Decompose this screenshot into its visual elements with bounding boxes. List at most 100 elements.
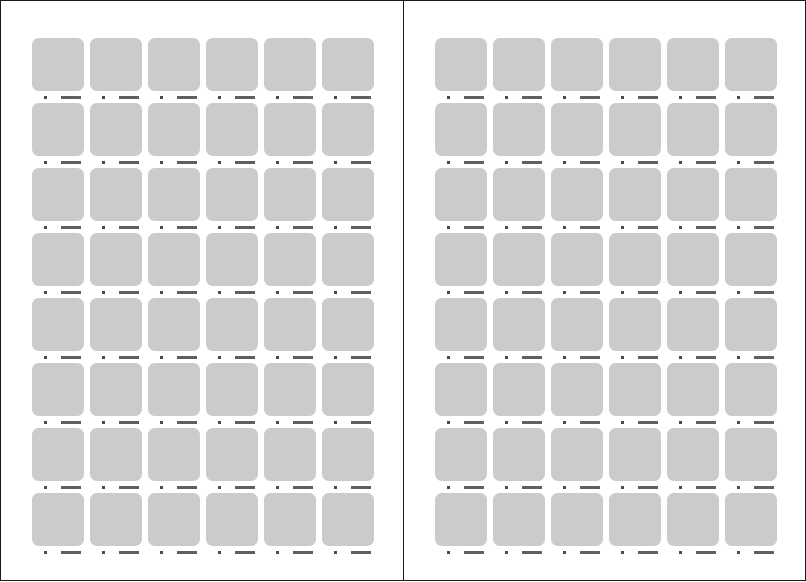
thumbnail-placeholder[interactable] (667, 493, 719, 546)
thumbnail-placeholder[interactable] (206, 298, 258, 351)
thumbnail-cell[interactable] (435, 298, 487, 363)
thumbnail-placeholder[interactable] (90, 38, 142, 91)
thumbnail-cell[interactable] (493, 233, 545, 298)
thumbnail-placeholder[interactable] (148, 168, 200, 221)
thumbnail-placeholder[interactable] (493, 493, 545, 546)
thumbnail-cell[interactable] (148, 38, 200, 103)
thumbnail-cell[interactable] (725, 168, 777, 233)
thumbnail-cell[interactable] (667, 38, 719, 103)
thumbnail-placeholder[interactable] (206, 363, 258, 416)
thumbnail-placeholder[interactable] (322, 233, 374, 286)
thumbnail-placeholder[interactable] (493, 168, 545, 221)
thumbnail-placeholder[interactable] (90, 493, 142, 546)
thumbnail-placeholder[interactable] (609, 103, 661, 156)
thumbnail-placeholder[interactable] (322, 168, 374, 221)
thumbnail-cell[interactable] (725, 298, 777, 363)
thumbnail-cell[interactable] (32, 363, 84, 428)
thumbnail-placeholder[interactable] (206, 103, 258, 156)
thumbnail-cell[interactable] (148, 168, 200, 233)
thumbnail-placeholder[interactable] (725, 428, 777, 481)
thumbnail-cell[interactable] (435, 233, 487, 298)
thumbnail-cell[interactable] (148, 493, 200, 558)
thumbnail-placeholder[interactable] (32, 38, 84, 91)
thumbnail-placeholder[interactable] (493, 103, 545, 156)
thumbnail-placeholder[interactable] (551, 103, 603, 156)
thumbnail-placeholder[interactable] (264, 233, 316, 286)
thumbnail-placeholder[interactable] (667, 428, 719, 481)
thumbnail-placeholder[interactable] (551, 233, 603, 286)
thumbnail-cell[interactable] (551, 363, 603, 428)
thumbnail-cell[interactable] (322, 103, 374, 168)
thumbnail-placeholder[interactable] (322, 363, 374, 416)
thumbnail-placeholder[interactable] (609, 493, 661, 546)
thumbnail-placeholder[interactable] (667, 298, 719, 351)
thumbnail-cell[interactable] (609, 493, 661, 558)
thumbnail-cell[interactable] (551, 103, 603, 168)
thumbnail-placeholder[interactable] (725, 168, 777, 221)
thumbnail-cell[interactable] (90, 428, 142, 493)
thumbnail-cell[interactable] (667, 363, 719, 428)
thumbnail-placeholder[interactable] (667, 233, 719, 286)
thumbnail-placeholder[interactable] (206, 493, 258, 546)
thumbnail-cell[interactable] (90, 103, 142, 168)
thumbnail-placeholder[interactable] (322, 428, 374, 481)
thumbnail-placeholder[interactable] (148, 428, 200, 481)
thumbnail-cell[interactable] (667, 298, 719, 363)
thumbnail-placeholder[interactable] (32, 363, 84, 416)
thumbnail-placeholder[interactable] (609, 298, 661, 351)
thumbnail-placeholder[interactable] (493, 38, 545, 91)
thumbnail-placeholder[interactable] (264, 103, 316, 156)
thumbnail-placeholder[interactable] (264, 428, 316, 481)
thumbnail-placeholder[interactable] (90, 298, 142, 351)
thumbnail-cell[interactable] (609, 38, 661, 103)
thumbnail-cell[interactable] (551, 38, 603, 103)
thumbnail-cell[interactable] (322, 298, 374, 363)
thumbnail-cell[interactable] (435, 168, 487, 233)
thumbnail-cell[interactable] (32, 493, 84, 558)
thumbnail-cell[interactable] (206, 428, 258, 493)
thumbnail-cell[interactable] (667, 168, 719, 233)
thumbnail-cell[interactable] (493, 103, 545, 168)
thumbnail-placeholder[interactable] (435, 428, 487, 481)
thumbnail-cell[interactable] (667, 493, 719, 558)
thumbnail-placeholder[interactable] (551, 168, 603, 221)
thumbnail-placeholder[interactable] (725, 103, 777, 156)
thumbnail-placeholder[interactable] (148, 298, 200, 351)
thumbnail-placeholder[interactable] (725, 233, 777, 286)
thumbnail-placeholder[interactable] (725, 363, 777, 416)
thumbnail-placeholder[interactable] (32, 298, 84, 351)
thumbnail-placeholder[interactable] (206, 428, 258, 481)
thumbnail-placeholder[interactable] (435, 103, 487, 156)
thumbnail-cell[interactable] (264, 298, 316, 363)
thumbnail-placeholder[interactable] (609, 363, 661, 416)
thumbnail-cell[interactable] (725, 103, 777, 168)
thumbnail-cell[interactable] (551, 298, 603, 363)
thumbnail-placeholder[interactable] (493, 363, 545, 416)
thumbnail-cell[interactable] (493, 298, 545, 363)
thumbnail-placeholder[interactable] (551, 363, 603, 416)
thumbnail-placeholder[interactable] (551, 428, 603, 481)
thumbnail-placeholder[interactable] (206, 38, 258, 91)
thumbnail-placeholder[interactable] (206, 233, 258, 286)
thumbnail-cell[interactable] (725, 493, 777, 558)
thumbnail-cell[interactable] (206, 493, 258, 558)
thumbnail-cell[interactable] (148, 103, 200, 168)
thumbnail-cell[interactable] (90, 363, 142, 428)
thumbnail-cell[interactable] (609, 233, 661, 298)
thumbnail-cell[interactable] (725, 428, 777, 493)
thumbnail-cell[interactable] (264, 493, 316, 558)
thumbnail-cell[interactable] (206, 363, 258, 428)
thumbnail-cell[interactable] (206, 298, 258, 363)
thumbnail-cell[interactable] (551, 233, 603, 298)
thumbnail-placeholder[interactable] (32, 168, 84, 221)
thumbnail-cell[interactable] (90, 233, 142, 298)
thumbnail-cell[interactable] (435, 493, 487, 558)
thumbnail-cell[interactable] (90, 38, 142, 103)
thumbnail-cell[interactable] (493, 38, 545, 103)
thumbnail-placeholder[interactable] (609, 233, 661, 286)
thumbnail-cell[interactable] (148, 298, 200, 363)
thumbnail-cell[interactable] (322, 233, 374, 298)
thumbnail-cell[interactable] (435, 363, 487, 428)
thumbnail-cell[interactable] (725, 38, 777, 103)
thumbnail-cell[interactable] (206, 233, 258, 298)
